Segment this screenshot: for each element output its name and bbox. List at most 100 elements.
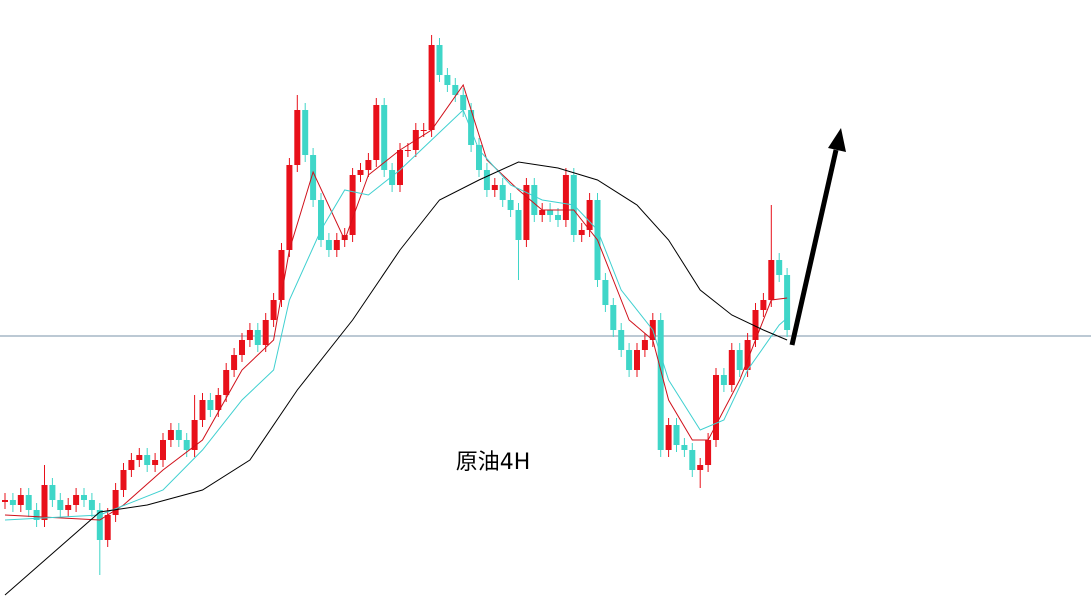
candle-body — [436, 45, 443, 75]
candle-body — [246, 330, 253, 340]
candle-body — [634, 350, 640, 370]
candle-body — [547, 210, 554, 215]
candle-body — [286, 165, 293, 250]
candle-body — [136, 455, 143, 460]
candle-body — [333, 240, 340, 250]
candle-body — [602, 280, 609, 305]
candle-body — [673, 425, 680, 445]
candle-body — [468, 110, 475, 145]
candle-body — [728, 350, 735, 385]
candle-body — [175, 430, 182, 440]
candle-body — [515, 210, 522, 240]
arrow-shaft — [789, 149, 839, 346]
candle-body — [689, 450, 696, 470]
candle-body — [562, 175, 569, 220]
candle-body — [499, 185, 506, 200]
candle-body — [389, 170, 396, 185]
candle-body — [460, 95, 467, 110]
candle-body — [112, 490, 119, 515]
candle-body — [199, 400, 206, 420]
candle-body — [365, 160, 372, 170]
candle-body — [152, 460, 159, 465]
candle-body — [144, 455, 151, 465]
candle-body — [294, 110, 301, 165]
candle-body — [618, 330, 625, 350]
candle-body — [357, 170, 364, 175]
candle-body — [183, 440, 190, 450]
moving-average — [4, 109, 788, 521]
candle-body — [96, 510, 103, 540]
candle-body — [444, 75, 451, 85]
candle-body — [341, 235, 348, 240]
candle-body — [41, 485, 48, 520]
moving-average — [4, 83, 788, 521]
candle-body — [736, 350, 743, 370]
candle-body — [373, 105, 380, 160]
candle-body — [104, 515, 111, 540]
candle-body — [657, 320, 664, 450]
candle-body — [88, 500, 95, 510]
candle-body — [160, 440, 166, 460]
candle-body — [697, 465, 704, 470]
candle-body — [760, 300, 767, 310]
candle-body — [713, 375, 719, 440]
candle-body — [65, 505, 72, 510]
candle-body — [278, 250, 285, 300]
candle-body — [428, 45, 435, 130]
candle-body — [318, 200, 324, 240]
candle-body — [452, 85, 459, 95]
candle-body — [491, 185, 498, 190]
candle-body — [586, 200, 593, 230]
candle-body — [720, 375, 727, 385]
candle-body — [507, 200, 514, 210]
candle-body — [578, 230, 585, 235]
candle-body — [167, 430, 174, 440]
candle-body — [397, 150, 403, 185]
candle-body — [752, 310, 759, 340]
candle-body — [610, 305, 617, 330]
candle-body — [128, 460, 135, 470]
candle-body — [768, 260, 775, 300]
candle-body — [555, 215, 561, 220]
candle-body — [626, 350, 633, 370]
chart-label: 原油4H — [456, 450, 531, 475]
candle-body — [302, 110, 309, 155]
candle-body — [404, 150, 411, 151]
candle-body — [705, 440, 712, 465]
arrow-head — [828, 128, 846, 152]
plot — [2, 35, 791, 596]
moving-average — [4, 161, 788, 596]
candle-body — [33, 510, 40, 520]
candle-body — [81, 495, 87, 500]
candle-body — [239, 340, 245, 355]
candle-body — [231, 355, 238, 370]
candle-body — [25, 495, 32, 510]
candle-body — [270, 300, 277, 320]
candle-body — [483, 170, 490, 190]
candle-body — [310, 155, 317, 200]
candle-body — [641, 340, 648, 350]
candle-body — [207, 400, 214, 410]
candle-body — [262, 320, 269, 345]
candle-body — [223, 370, 230, 395]
candle-body — [57, 500, 64, 510]
candle-body — [17, 495, 24, 505]
candle-body — [191, 420, 198, 450]
candle-body — [665, 425, 672, 450]
candle-body — [776, 260, 783, 275]
candle-body — [215, 395, 222, 410]
candle-body — [523, 185, 530, 240]
candle-body — [681, 445, 688, 450]
candle-body — [784, 275, 791, 330]
candle-body — [531, 185, 538, 215]
candle-body — [744, 340, 751, 370]
candle-body — [420, 130, 427, 131]
candle-body — [73, 495, 80, 505]
candle-body — [349, 175, 356, 235]
candle-body — [9, 500, 16, 505]
candle-body — [381, 105, 388, 170]
candle-body — [325, 240, 332, 250]
candle-body — [2, 500, 8, 502]
